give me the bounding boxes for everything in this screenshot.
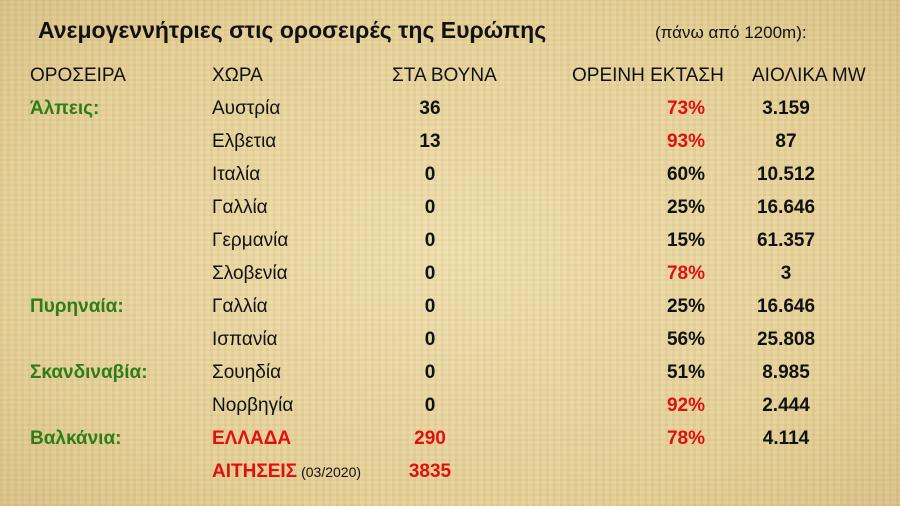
range-cell: Άλπεις: [30,98,100,119]
mountain-count-cell: 0 [424,362,436,383]
country-cell: Σουηδία [212,362,282,383]
share-cell: 25% [666,296,705,317]
share-cell: 92% [666,395,705,416]
mw-cell: 3.159 [762,98,810,119]
column-header: ΧΩΡΑ [212,65,263,86]
country-cell: Ισπανία [212,329,278,350]
mw-cell: 3 [780,263,792,284]
share-cell: 78% [666,263,705,284]
mw-cell: 16.646 [756,197,816,218]
footer-label-text: ΑΙΤΗΣΕΙΣ [212,461,298,482]
share-cell: 78% [666,428,705,449]
mountain-count-cell: 290 [414,428,446,449]
subtitle: (πάνω από 1200m): [655,23,807,42]
mw-cell: 2.444 [762,395,810,416]
country-cell: Γερμανία [212,230,289,251]
mw-cell: 10.512 [756,164,816,185]
range-cell: Βαλκάνια: [30,428,122,449]
column-header: ΟΡΟΣΕΙΡΑ [30,65,126,86]
range-cell: Πυρηναία: [30,296,124,317]
share-cell: 25% [666,197,705,218]
column-header: ΣΤΑ ΒΟΥΝΑ [392,65,497,86]
column-header: ΑΙΟΛΙΚΑ MW [752,65,866,86]
footer-label: ΑΙΤΗΣΕΙΣ (03/2020) [212,460,361,484]
mw-cell: 25.808 [756,329,816,350]
country-cell: Γαλλία [212,197,268,218]
range-cell: Σκανδιναβία: [30,362,148,383]
mountain-count-cell: 0 [424,197,436,218]
mw-cell: 87 [775,131,797,152]
footer-value: 3835 [408,461,452,482]
title: Ανεμογεννήτριες στις οροσειρές της Ευρώπ… [38,17,547,43]
share-cell: 15% [666,230,705,251]
mw-cell: 16.646 [756,296,816,317]
share-cell: 60% [666,164,705,185]
mountain-count-cell: 0 [424,164,436,185]
mw-cell: 8.985 [762,362,810,383]
mountain-count-cell: 13 [419,131,441,152]
mountain-count-cell: 36 [419,98,441,119]
share-cell: 56% [666,329,705,350]
share-cell: 73% [666,98,705,119]
mountain-count-cell: 0 [424,263,436,284]
share-cell: 93% [666,131,705,152]
country-cell: Γαλλία [212,296,268,317]
country-cell: Ιταλία [212,164,261,185]
column-header: ΟΡΕΙΝΗ ΕΚΤΑΣΗ [572,65,724,86]
mountain-count-cell: 0 [424,296,436,317]
country-cell: Νορβηγία [212,395,294,416]
country-cell: ΕΛΛΑΔΑ [212,428,292,449]
mw-cell: 61.357 [756,230,816,251]
share-cell: 51% [666,362,705,383]
mountain-count-cell: 0 [424,395,436,416]
country-cell: Σλοβενία [212,263,288,284]
mw-cell: 4.114 [762,428,810,449]
country-cell: Ελβετια [212,131,277,152]
country-cell: Αυστρία [212,98,281,119]
mountain-count-cell: 0 [424,230,436,251]
footer-note: (03/2020) [301,464,362,480]
mountain-count-cell: 0 [424,329,436,350]
